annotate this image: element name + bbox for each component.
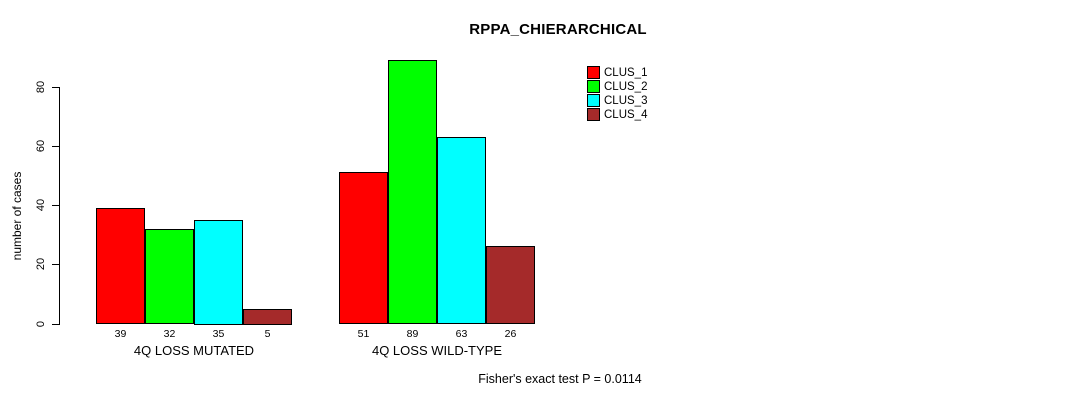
bar-clus-1-group1 bbox=[96, 207, 145, 325]
annotation-text: Fisher's exact test P = 0.0114 bbox=[478, 372, 642, 386]
bar-value-label: 51 bbox=[357, 328, 370, 340]
bar-clus-4-group1 bbox=[243, 308, 292, 325]
y-axis-tick bbox=[52, 264, 59, 266]
legend-label: CLUS_3 bbox=[604, 94, 648, 107]
legend-label: CLUS_1 bbox=[604, 66, 648, 79]
legend-label: CLUS_2 bbox=[604, 80, 648, 93]
legend-swatch bbox=[587, 66, 600, 79]
y-axis-title: number of cases bbox=[10, 171, 24, 261]
bar-clus-2-group2 bbox=[388, 59, 437, 325]
bar-clus-3-group1 bbox=[194, 219, 243, 325]
bar-value-label: 63 bbox=[455, 328, 468, 340]
legend-swatch bbox=[587, 108, 600, 121]
bar-clus-2-group1 bbox=[145, 228, 194, 325]
x-axis-group-label: 4Q LOSS MUTATED bbox=[133, 343, 255, 358]
legend-label: CLUS_4 bbox=[604, 108, 648, 121]
legend-item-clus-3: CLUS_3 bbox=[587, 94, 647, 107]
bar-value-label: 5 bbox=[264, 328, 271, 340]
y-axis-tick-label: 40 bbox=[35, 198, 47, 212]
legend-item-clus-1: CLUS_1 bbox=[587, 66, 647, 79]
y-axis-tick-label: 0 bbox=[35, 320, 47, 327]
bar-value-label: 26 bbox=[504, 328, 517, 340]
legend-item-clus-2: CLUS_2 bbox=[587, 80, 647, 93]
chart-title: RPPA_CHIERARCHICAL bbox=[469, 21, 647, 38]
bar-value-label: 32 bbox=[163, 328, 176, 340]
legend-swatch bbox=[587, 80, 600, 93]
y-axis-tick bbox=[52, 145, 59, 147]
y-axis-line bbox=[59, 86, 60, 325]
legend-item-clus-4: CLUS_4 bbox=[587, 108, 647, 121]
y-axis-tick-label: 20 bbox=[35, 258, 47, 271]
x-axis-group-label: 4Q LOSS WILD-TYPE bbox=[371, 343, 503, 358]
y-axis-tick bbox=[52, 323, 59, 325]
y-axis-tick-label: 80 bbox=[35, 80, 47, 93]
bar-clus-3-group2 bbox=[437, 136, 486, 325]
legend-swatch bbox=[587, 94, 600, 107]
bar-value-label: 35 bbox=[212, 328, 225, 340]
y-axis-tick bbox=[52, 86, 59, 88]
bar-value-label: 89 bbox=[406, 328, 419, 340]
bar-value-label: 39 bbox=[114, 328, 127, 340]
y-axis-tick bbox=[52, 205, 59, 206]
bar-clus-1-group2 bbox=[339, 172, 388, 325]
y-axis-tick-label: 60 bbox=[35, 139, 47, 152]
bar-clus-4-group2 bbox=[486, 246, 535, 325]
